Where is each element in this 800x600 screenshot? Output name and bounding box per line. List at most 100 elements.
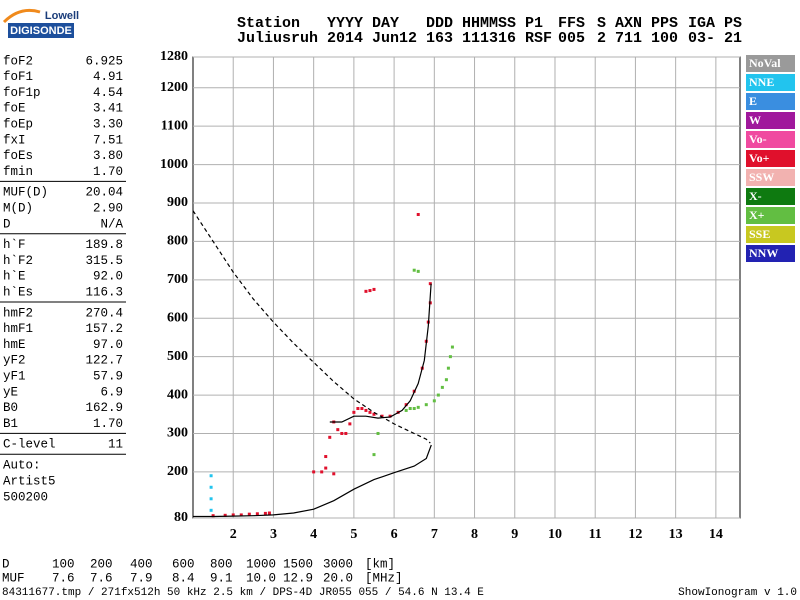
header-cell: Juliusruh (237, 30, 318, 47)
legend-swatch (746, 207, 795, 224)
echo-point (416, 405, 420, 409)
param-name: MUF(D) (3, 186, 48, 200)
param-value: 3.41 (93, 102, 123, 116)
header-cell: 111316 (462, 30, 516, 47)
echo-point (340, 431, 344, 435)
echo-point (424, 403, 428, 407)
x-tick-label: 10 (548, 527, 562, 542)
header-cell: HHMMSS (462, 15, 516, 32)
logo: Lowell DIGISONDE (2, 8, 79, 38)
y-tick-label: 300 (167, 426, 188, 441)
param-value: 116.3 (85, 285, 123, 299)
param-value: 7.51 (93, 133, 123, 147)
legend-label: SSE (749, 227, 770, 241)
param-value: 315.5 (85, 254, 123, 268)
param-name: yE (3, 385, 18, 399)
legend-label: NoVal (749, 56, 781, 70)
logo-line1: Lowell (45, 10, 79, 22)
param-value: 270.4 (85, 306, 123, 320)
param-name: h`E (3, 270, 26, 284)
x-tick-label: 4 (310, 527, 317, 542)
echo-point (332, 472, 336, 476)
echo-point (263, 511, 267, 515)
muf-curve (192, 210, 431, 444)
legend-label: X+ (749, 208, 765, 222)
echo-point (239, 513, 243, 517)
echo-point (336, 428, 340, 432)
echo-point (320, 470, 324, 474)
legend-label: X- (749, 189, 762, 203)
echo-point (364, 289, 368, 293)
echo-point (348, 422, 352, 426)
x-tick-label: 3 (270, 527, 277, 542)
echo-point (444, 378, 448, 382)
param-value: 3.80 (93, 149, 123, 163)
footer-cell: 100 (52, 557, 75, 571)
param-name: B0 (3, 401, 18, 415)
file-info: 84311677.tmp / 271fx512h 50 kHz 2.5 km /… (2, 587, 484, 599)
param-name: foE (3, 102, 26, 116)
echo-point (404, 408, 408, 412)
header-cell: DDD (426, 15, 453, 32)
footer-cell: 7.6 (90, 571, 113, 585)
x-tick-label: 7 (431, 527, 438, 542)
param-value: 92.0 (93, 270, 123, 284)
auto-line: Artist5 (3, 474, 56, 488)
echo-point (408, 407, 412, 411)
y-tick-label: 1280 (160, 49, 188, 64)
header-cell: 163 (426, 30, 453, 47)
echo-point (312, 470, 316, 474)
echo-point (324, 466, 328, 470)
x-tick-label: 11 (589, 527, 602, 542)
param-name: foF2 (3, 54, 33, 68)
footer-cell: 9.1 (210, 571, 233, 585)
echo-point (450, 345, 454, 349)
echo-point (209, 485, 213, 489)
legend-swatch (746, 55, 795, 72)
param-value: 6.9 (100, 385, 123, 399)
echo-point (432, 399, 436, 403)
echo-point (372, 287, 376, 291)
legend-swatch (746, 226, 795, 243)
trace-line (329, 283, 432, 423)
y-tick-label: 600 (167, 310, 188, 325)
param-value: 189.8 (85, 238, 123, 252)
echo-point (446, 366, 450, 370)
echo-point (209, 508, 213, 512)
param-value: 4.54 (93, 86, 123, 100)
header-cell: 100 (651, 30, 678, 47)
footer-cell: D (2, 557, 10, 571)
echo-point (416, 213, 420, 217)
header-cell: YYYY (327, 15, 363, 32)
param-value: 3.30 (93, 117, 123, 131)
logo-swoosh (2, 8, 41, 24)
header-cell: 2014 (327, 30, 363, 47)
param-value: N/A (100, 217, 123, 231)
echo-point (328, 435, 332, 439)
legend-swatch (746, 74, 795, 91)
header-cell: RSF (525, 30, 552, 47)
echo-point (388, 414, 392, 418)
param-name: yF1 (3, 369, 26, 383)
legend-swatch (746, 93, 795, 110)
auto-line: Auto: (3, 458, 41, 472)
echo-point (380, 414, 384, 418)
param-name: foEp (3, 117, 33, 131)
param-value: 20.04 (85, 186, 123, 200)
param-name: yF2 (3, 354, 26, 368)
legend-swatch (746, 245, 795, 262)
param-name: B1 (3, 417, 18, 431)
x-tick-label: 6 (391, 527, 398, 542)
footer-cell: 12.9 (283, 571, 313, 585)
footer-cell: 3000 (323, 557, 353, 571)
footer-cell: 1500 (283, 557, 313, 571)
param-name: foEs (3, 149, 33, 163)
echo-point (368, 289, 372, 293)
echo-point (352, 410, 356, 414)
echo-point (412, 407, 416, 411)
echo-point (428, 282, 432, 286)
echo-point (416, 269, 420, 273)
echo-point (211, 514, 215, 518)
echo-point (267, 511, 271, 515)
